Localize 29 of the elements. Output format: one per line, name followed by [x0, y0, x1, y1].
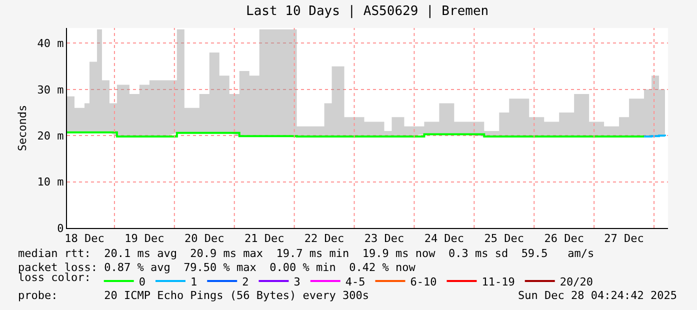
x-tick-label: 27 Dec: [604, 232, 644, 246]
legend-label: 3: [294, 275, 300, 288]
text: probe: 20 ICMP Echo Pings (56 Bytes) every 300s: [18, 289, 369, 302]
x-tick-label: 24 Dec: [424, 232, 464, 246]
legend-label: 20/20: [560, 275, 593, 288]
x-tick-label: 25 Dec: [484, 232, 524, 246]
x-tick-label: 19 Dec: [124, 232, 164, 246]
y-tick-label: 10 m: [37, 176, 64, 189]
x-tick-label: 18 Dec: [64, 232, 104, 246]
text: Sun Dec 28 04:24:42 2025: [518, 289, 677, 302]
text: packet loss: 0.87 % avg 79.50 % max 0.00 % min 0.42 % now: [18, 261, 416, 274]
x-tick-label: 26 Dec: [544, 232, 584, 246]
legend-label: 1: [190, 275, 198, 288]
y-tick-label: 40 m: [37, 37, 64, 50]
chart-title: Last 10 Days | AS50629 | Bremen: [246, 4, 489, 19]
legend-label: 4-5: [345, 275, 366, 288]
x-tick-label: 21 Dec: [244, 232, 284, 246]
text: median rtt: 20.1 ms avg 20.9 ms max 19.7 ms min 19.9 ms now 0.3 ms sd 59.5 am/s: [18, 247, 594, 260]
y-tick-label: 20 m: [37, 129, 64, 142]
x-tick-label: 22 Dec: [304, 232, 344, 246]
y-tick-label: 30 m: [37, 83, 64, 96]
y-tick-label: 0: [57, 222, 64, 235]
legend-label: 6-10: [410, 275, 437, 288]
legend-label: 2: [242, 275, 249, 288]
x-tick-label: 23 Dec: [364, 232, 404, 246]
legend-label: 0: [138, 275, 146, 288]
x-tick-label: 20 Dec: [184, 232, 224, 246]
y-axis-title: Seconds: [16, 104, 29, 152]
legend-label: 11-19: [482, 275, 515, 288]
